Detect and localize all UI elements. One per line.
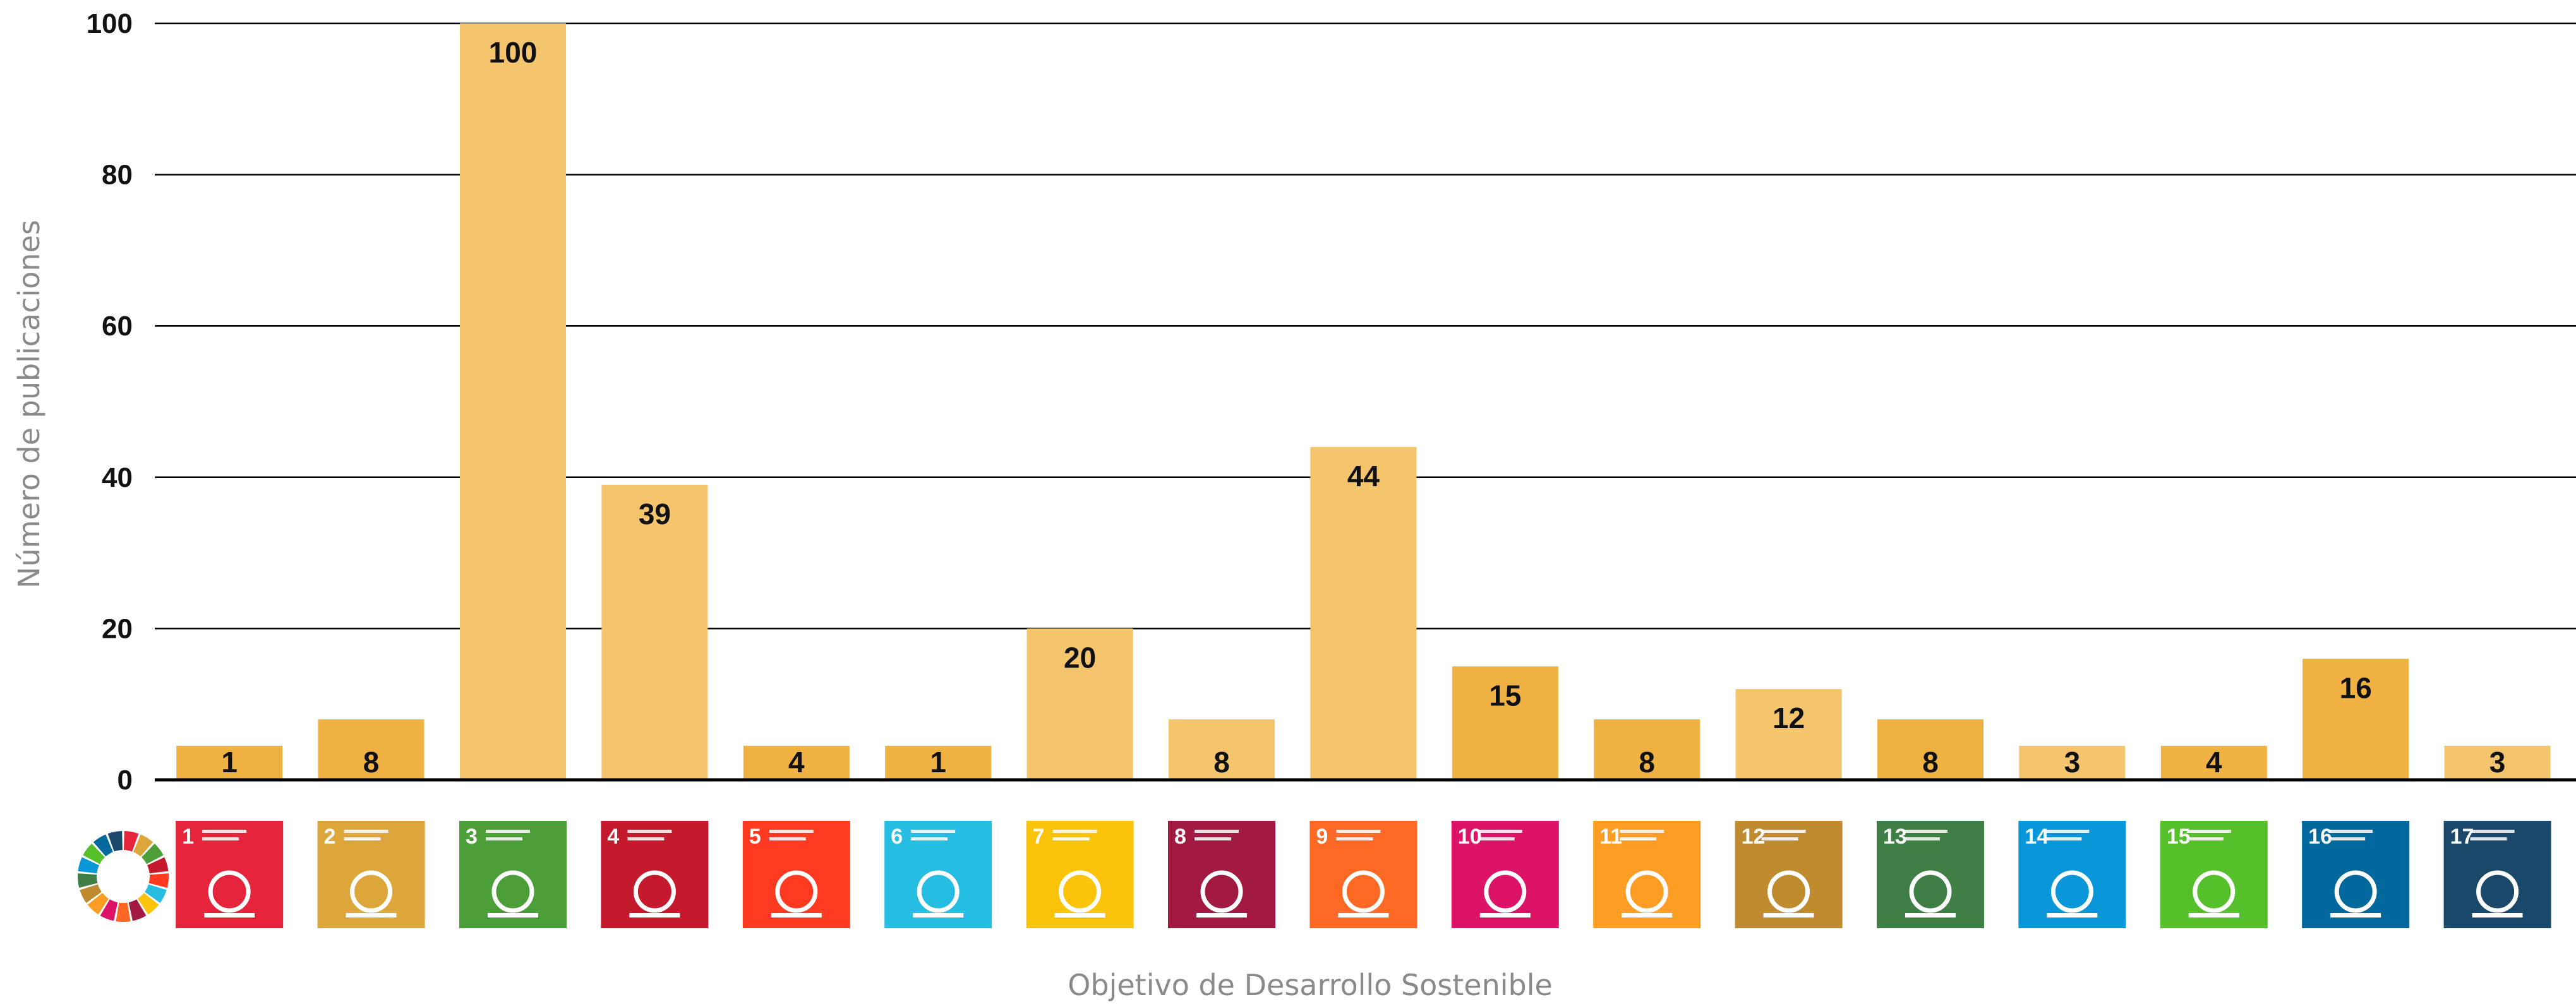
svg-text:12: 12 — [1742, 825, 1766, 849]
bar-sdg-11 — [1594, 719, 1700, 780]
bar-sdg-14 — [2019, 746, 2126, 780]
bar-sdg-16 — [2302, 659, 2409, 780]
bar-sdg-7 — [1026, 628, 1133, 780]
data-label: 4 — [788, 746, 805, 779]
y-tick-label: 60 — [102, 311, 133, 342]
water-drop-glass-icon: 6 — [884, 821, 992, 928]
svg-text:3: 3 — [466, 825, 478, 849]
bar-sdg-13 — [1877, 719, 1983, 780]
data-label: 44 — [1347, 460, 1380, 493]
bar-sdg-3 — [460, 23, 566, 780]
y-tick-label: 100 — [87, 8, 133, 39]
svg-text:15: 15 — [2167, 825, 2191, 849]
data-label: 1 — [221, 746, 238, 779]
partnership-flower-icon: 17 — [2443, 821, 2551, 928]
svg-text:1: 1 — [182, 825, 194, 849]
y-tick-label: 20 — [102, 613, 133, 644]
y-axis-title: Número de publicaciones — [12, 220, 46, 589]
y-tick-label: 80 — [102, 160, 133, 191]
data-label: 8 — [1213, 746, 1230, 779]
gender-symbol-icon: 5 — [742, 821, 850, 928]
svg-text:2: 2 — [324, 825, 336, 849]
bar-sdg-17 — [2444, 746, 2551, 780]
svg-text:13: 13 — [1883, 825, 1907, 849]
bar-sdg-10 — [1452, 666, 1558, 780]
data-label: 16 — [2340, 671, 2372, 704]
data-label: 15 — [1489, 679, 1521, 712]
wheel-segment — [80, 884, 102, 903]
wheel-segment — [124, 831, 139, 852]
wheel-segment — [87, 893, 109, 915]
svg-text:8: 8 — [1174, 825, 1186, 849]
svg-text:14: 14 — [2025, 825, 2049, 849]
wheel-segment — [148, 873, 169, 888]
eye-globe-icon: 13 — [1877, 821, 1984, 928]
data-label: 4 — [2206, 746, 2222, 779]
heartbeat-icon: 3 — [459, 821, 567, 928]
data-label: 100 — [489, 36, 538, 69]
cubes-icon: 9 — [1309, 821, 1417, 928]
wheel-segment — [145, 884, 167, 903]
bar-sdg-15 — [2160, 746, 2267, 780]
bar-sdg-8 — [1169, 719, 1275, 780]
bar-sdg-2 — [318, 719, 424, 780]
wheel-segment — [77, 873, 98, 888]
data-label: 1 — [930, 746, 946, 779]
equality-arrows-icon: 10 — [1451, 821, 1559, 928]
wheel-segment — [93, 834, 113, 857]
data-label: 8 — [1639, 746, 1655, 779]
y-tick-label: 0 — [117, 765, 133, 796]
wheel-segment — [83, 844, 105, 864]
x-axis-title: Objetivo de Desarrollo Sostenible — [1068, 968, 1553, 1002]
y-axis-ticks: 0 20 40 60 80 100 — [87, 8, 133, 796]
book-pencil-icon: 4 — [601, 821, 709, 928]
data-label: 20 — [1064, 641, 1096, 674]
wheel-segment — [128, 899, 147, 921]
fish-waves-icon: 14 — [2018, 821, 2126, 928]
data-label: 3 — [2489, 746, 2506, 779]
wheel-segment — [133, 834, 153, 857]
svg-text:7: 7 — [1033, 825, 1045, 849]
data-label: 8 — [1922, 746, 1939, 779]
svg-text:10: 10 — [1458, 825, 1482, 849]
y-tick-label: 40 — [102, 462, 133, 493]
tree-birds-icon: 15 — [2160, 821, 2268, 928]
sdg-wheel-logo — [77, 831, 169, 922]
bars — [176, 23, 2551, 780]
wheel-segment — [116, 902, 131, 922]
bar-sdg-12 — [1735, 689, 1842, 780]
sun-power-icon: 7 — [1026, 821, 1134, 928]
svg-text:16: 16 — [2308, 825, 2332, 849]
wheel-segment — [100, 899, 118, 921]
wheel-segment — [141, 844, 164, 864]
data-labels: 1 8 100 39 4 1 20 8 44 15 8 12 8 3 4 16 3 — [221, 36, 2505, 779]
sdg-icon-row: 1 2 3 4 5 6 7 8 9 10 11 12 13 14 15 16 17 — [176, 821, 2551, 928]
svg-text:9: 9 — [1316, 825, 1328, 849]
people-family-icon: 1 — [176, 821, 284, 928]
wheel-segment — [107, 831, 123, 852]
food-bowl-icon: 2 — [317, 821, 425, 928]
wheel-segment — [78, 857, 99, 874]
bar-sdg-9 — [1310, 446, 1417, 780]
city-buildings-icon: 11 — [1593, 821, 1701, 928]
bar-sdg-5 — [743, 746, 850, 780]
svg-text:4: 4 — [607, 825, 619, 849]
svg-text:5: 5 — [749, 825, 761, 849]
bar-sdg-6 — [885, 746, 992, 780]
dove-gavel-icon: 16 — [2302, 821, 2410, 928]
bar-sdg-4 — [601, 484, 708, 780]
data-label: 12 — [1773, 702, 1805, 734]
svg-text:6: 6 — [891, 825, 903, 849]
data-label: 39 — [639, 498, 671, 530]
growth-chart-icon: 8 — [1168, 821, 1275, 928]
infinity-icon: 12 — [1735, 821, 1843, 928]
wheel-segment — [137, 893, 159, 915]
svg-text:17: 17 — [2450, 825, 2474, 849]
data-label: 8 — [363, 746, 380, 779]
data-label: 3 — [2064, 746, 2081, 779]
bar-sdg-1 — [176, 746, 283, 780]
svg-text:11: 11 — [1599, 825, 1622, 849]
wheel-segment — [147, 857, 169, 874]
